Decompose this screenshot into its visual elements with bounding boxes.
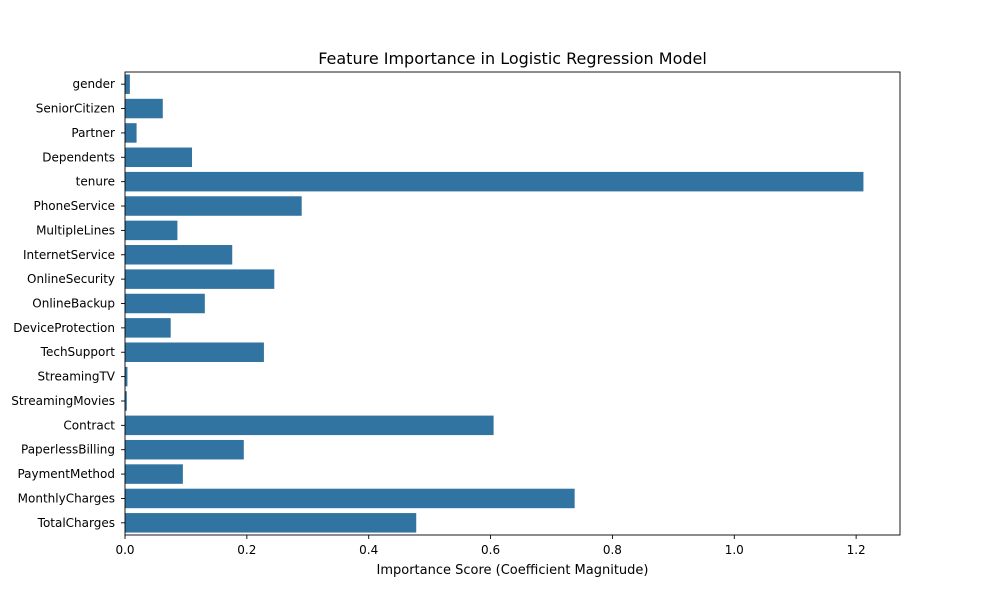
y-tick-label-TotalCharges: TotalCharges: [37, 516, 115, 530]
bar-MultipleLines: [125, 220, 178, 241]
bars-group: [125, 74, 864, 533]
y-axis-ticks: gender SeniorCitizen Partner Dependents tenu…: [11, 77, 125, 530]
bar-Contract: [125, 415, 494, 436]
x-axis-ticks: 0.0 0.2 0.4 0.6 0.8 1.0 1.2: [115, 535, 866, 557]
bar-DeviceProtection: [125, 318, 171, 338]
y-tick-label-DeviceProtection: DeviceProtection: [13, 321, 115, 335]
y-tick-label-PhoneService: PhoneService: [33, 199, 115, 213]
y-tick-label-Contract: Contract: [63, 418, 115, 432]
x-tick-label: 0.4: [359, 543, 378, 557]
y-tick-label-PaymentMethod: PaymentMethod: [17, 467, 115, 481]
y-tick-label-StreamingMovies: StreamingMovies: [11, 394, 115, 408]
x-tick-label: 0.8: [603, 543, 622, 557]
y-tick-label-SeniorCitizen: SeniorCitizen: [36, 102, 115, 116]
chart-title: Feature Importance in Logistic Regressio…: [318, 49, 707, 68]
y-tick-label-Dependents: Dependents: [42, 150, 115, 164]
y-tick-label-StreamingTV: StreamingTV: [37, 370, 115, 384]
bar-StreamingMovies: [125, 391, 127, 411]
y-tick-label-gender: gender: [72, 77, 115, 91]
bar-TotalCharges: [125, 513, 417, 533]
y-tick-label-OnlineBackup: OnlineBackup: [32, 297, 115, 311]
x-tick-label: 0.6: [481, 543, 500, 557]
bar-PhoneService: [125, 196, 302, 216]
bar-PaperlessBilling: [125, 439, 244, 460]
x-tick-label: 0.0: [115, 543, 134, 557]
bar-Dependents: [125, 147, 193, 168]
bar-Partner: [125, 123, 137, 143]
bar-TechSupport: [125, 342, 264, 362]
x-tick-label: 1.0: [725, 543, 744, 557]
y-tick-label-MultipleLines: MultipleLines: [36, 223, 115, 237]
y-tick-label-MonthlyCharges: MonthlyCharges: [18, 491, 115, 505]
x-axis-label: Importance Score (Coefficient Magnitude): [376, 563, 648, 578]
y-tick-label-PaperlessBilling: PaperlessBilling: [21, 443, 115, 457]
y-tick-label-InternetService: InternetService: [23, 248, 115, 262]
bar-SeniorCitizen: [125, 98, 163, 119]
x-tick-label: 1.2: [847, 543, 866, 557]
plot-frame: [124, 71, 901, 536]
bar-PaymentMethod: [125, 464, 183, 484]
bar-InternetService: [125, 245, 233, 265]
y-tick-label-tenure: tenure: [76, 175, 115, 189]
y-tick-label-TechSupport: TechSupport: [40, 345, 116, 359]
bar-gender: [125, 74, 130, 94]
y-tick-label-OnlineSecurity: OnlineSecurity: [27, 272, 115, 286]
y-tick-label-Partner: Partner: [71, 126, 115, 140]
bar-OnlineSecurity: [125, 269, 275, 289]
x-tick-label: 0.2: [237, 543, 256, 557]
bar-tenure: [125, 171, 864, 192]
bar-OnlineBackup: [125, 293, 205, 314]
bar-StreamingTV: [125, 366, 128, 387]
bar-MonthlyCharges: [125, 488, 575, 509]
